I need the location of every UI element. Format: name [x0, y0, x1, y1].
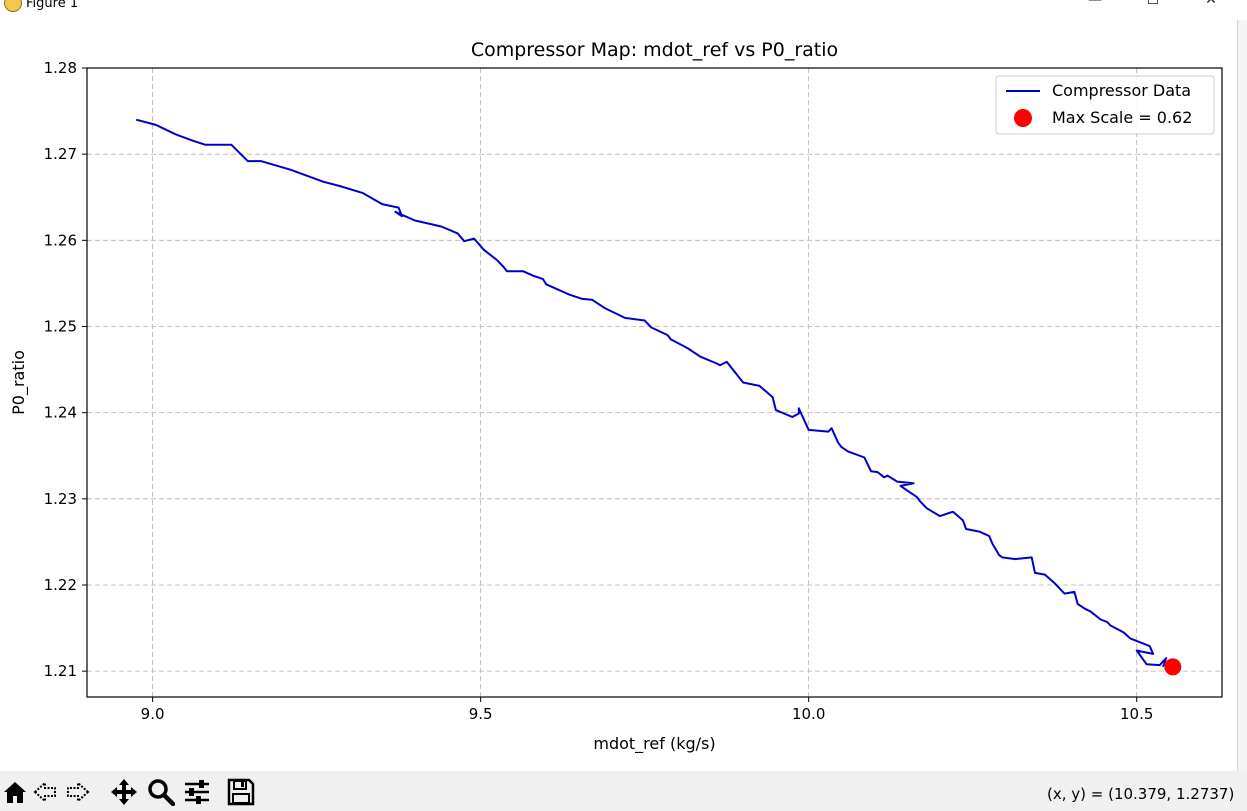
max-scale-marker — [1164, 658, 1182, 676]
y-tick-label: 1.26 — [44, 231, 77, 249]
window-titlebar: Figure 1 — ☐ ✕ — [0, 0, 1247, 20]
back-icon — [33, 780, 56, 804]
x-tick-label: 9.5 — [469, 705, 493, 723]
background-window-edge — [1237, 20, 1247, 771]
zoom-button[interactable] — [146, 777, 176, 807]
zoom-icon — [148, 779, 175, 806]
y-tick-label: 1.24 — [44, 404, 77, 422]
home-button[interactable] — [0, 777, 30, 807]
y-tick-label: 1.22 — [44, 576, 77, 594]
legend-label-max-scale: Max Scale = 0.62 — [1052, 108, 1192, 127]
maximize-button[interactable]: ☐ — [1146, 0, 1160, 8]
app-icon — [4, 0, 22, 12]
legend-marker-swatch — [1014, 109, 1032, 127]
y-tick-label: 1.21 — [44, 662, 77, 680]
forward-icon — [67, 780, 90, 804]
window-title: Figure 1 — [26, 0, 79, 11]
save-button[interactable] — [226, 777, 256, 807]
configure-subplots-button[interactable] — [182, 777, 212, 807]
cursor-coordinate-readout: (x, y) = (10.379, 1.2737) — [1047, 785, 1235, 803]
figure-canvas[interactable]: 9.0 9.5 10.0 10.5 1.21 1.22 1.23 1.24 1.25 1.26 1.… — [0, 20, 1237, 771]
navigation-toolbar: (x, y) = (10.379, 1.2737) — [0, 771, 1247, 811]
y-tick-label: 1.28 — [44, 59, 77, 77]
x-tick-label: 10.0 — [792, 705, 825, 723]
pan-icon — [111, 779, 137, 805]
home-icon — [4, 782, 26, 803]
pan-button[interactable] — [109, 777, 139, 807]
forward-button[interactable] — [63, 777, 93, 807]
minimize-button[interactable]: — — [1088, 0, 1102, 8]
y-axis-label: P0_ratio — [9, 350, 29, 415]
y-tick-label: 1.23 — [44, 490, 77, 508]
x-tick-label: 10.5 — [1120, 705, 1153, 723]
compressor-map-chart: 9.0 9.5 10.0 10.5 1.21 1.22 1.23 1.24 1.25 1.26 1.… — [9, 39, 1223, 754]
x-tick-label: 9.0 — [141, 705, 165, 723]
chart-title: Compressor Map: mdot_ref vs P0_ratio — [471, 39, 838, 61]
axes-frame — [86, 67, 1223, 698]
legend-label-compressor-data: Compressor Data — [1052, 81, 1191, 100]
legend-box — [995, 75, 1215, 135]
back-button[interactable] — [30, 777, 60, 807]
configure-subplots-icon — [185, 780, 209, 804]
y-tick-label: 1.25 — [44, 317, 77, 335]
x-axis-label: mdot_ref (kg/s) — [593, 734, 715, 754]
save-icon — [227, 778, 255, 806]
y-tick-label: 1.27 — [44, 145, 77, 163]
compressor-data-line — [135, 118, 1168, 668]
close-button[interactable]: ✕ — [1205, 0, 1217, 8]
plot-area — [87, 68, 1222, 697]
